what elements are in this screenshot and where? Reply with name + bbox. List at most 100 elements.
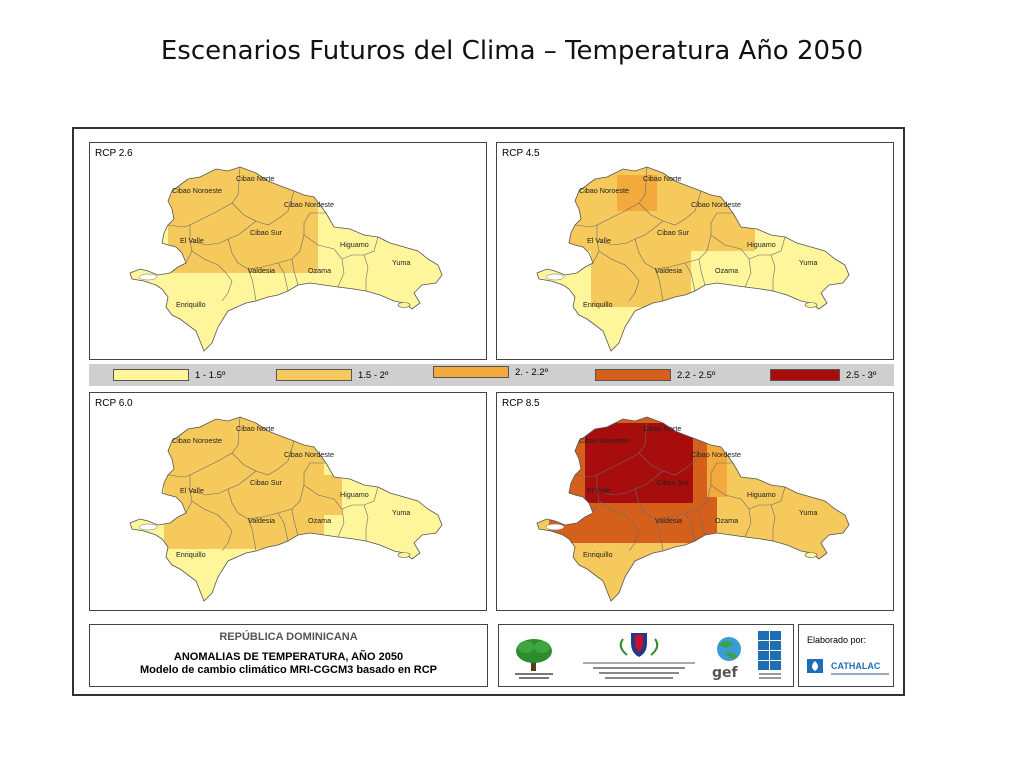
legend-swatch	[433, 366, 509, 378]
region-label-el-valle: El Valle	[180, 236, 204, 245]
legend-label: 2. - 2.2º	[515, 366, 549, 378]
made-by-label: Elaborado por:	[807, 635, 867, 645]
temperature-anomaly-area	[164, 417, 324, 549]
region-label-el-valle: El Valle	[587, 486, 611, 495]
region-label-cibao-nordeste: Cibao Nordeste	[691, 450, 741, 459]
region-label-cibao-norte: Cibao Norte	[236, 424, 274, 433]
region-label-cibao-noroeste: Cibao Noroeste	[579, 186, 629, 195]
region-boundary	[654, 268, 664, 302]
credits-box: Elaborado por: CATHALAC	[798, 624, 894, 687]
region-boundary	[363, 254, 369, 291]
region-label-higuamo: Higuamo	[340, 240, 369, 249]
region-label-higuamo: Higuamo	[747, 240, 776, 249]
temperature-anomaly-area	[585, 423, 693, 503]
region-label-enriquillo: Enriquillo	[583, 550, 613, 559]
region-boundary	[684, 262, 696, 292]
temperature-legend: 1 - 1.5º 1.5 - 2º 2. - 2.2º 2.2 - 2.5º 2…	[89, 364, 894, 386]
region-label-cibao-noroeste: Cibao Noroeste	[172, 186, 222, 195]
region-boundary	[227, 462, 326, 520]
lake-enriquillo	[138, 273, 158, 281]
region-label-valdesia: Valdesia	[248, 516, 275, 525]
region-boundary	[654, 518, 664, 552]
lake-enriquillo	[545, 273, 565, 281]
legend-swatch	[770, 369, 840, 381]
region-label-cibao-sur: Cibao Sur	[657, 478, 690, 487]
region-label-cibao-sur: Cibao Sur	[657, 228, 690, 237]
tree-logo-icon	[515, 639, 553, 679]
panel-label: RCP 4.5	[502, 148, 540, 159]
region-label-ozama: Ozama	[715, 516, 738, 525]
island-outline	[536, 166, 850, 352]
region-boundary	[574, 224, 600, 264]
region-label-el-valle: El Valle	[180, 486, 204, 495]
region-label-enriquillo: Enriquillo	[176, 550, 206, 559]
region-boundary	[598, 250, 640, 302]
region-boundary	[291, 508, 299, 536]
region-label-el-valle: El Valle	[587, 236, 611, 245]
region-boundary	[303, 234, 345, 288]
region-boundary	[167, 224, 193, 264]
map-title: ANOMALIAS DE TEMPERATURA, AÑO 2050	[173, 651, 404, 663]
temperature-anomaly-area	[324, 475, 342, 515]
region-boundary	[363, 504, 369, 541]
region-label-yuma: Yuma	[392, 258, 410, 267]
legend-swatch	[276, 369, 352, 381]
region-boundary	[191, 500, 233, 552]
slide-title: Escenarios Futuros del Clima – Temperatu…	[160, 36, 864, 66]
map-panel-rcp26: Cibao Noroeste Cibao Norte Cibao Nordeste E…	[89, 142, 487, 360]
region-boundary	[231, 190, 295, 226]
region-boundary	[698, 508, 706, 536]
region-label-yuma: Yuma	[799, 508, 817, 517]
region-boundary	[231, 440, 295, 476]
region-boundary	[247, 518, 257, 552]
map-info-box: REPÚBLICA DOMINICANA ANOMALIAS DE TEMPER…	[89, 624, 488, 687]
lake-enriquillo	[545, 523, 565, 531]
region-label-cibao-noroeste: Cibao Noroeste	[579, 436, 629, 445]
region-boundary	[277, 512, 289, 542]
region-boundary	[638, 440, 702, 476]
region-boundary	[189, 166, 241, 226]
region-label-cibao-nordeste: Cibao Nordeste	[691, 200, 741, 209]
region-boundary	[277, 262, 289, 292]
legend-item-3: 2. - 2.2º	[433, 365, 548, 379]
region-label-cibao-norte: Cibao Norte	[643, 174, 681, 183]
region-label-enriquillo: Enriquillo	[176, 300, 206, 309]
region-label-higuamo: Higuamo	[747, 490, 776, 499]
panel-label: RCP 6.0	[95, 398, 133, 409]
region-label-cibao-sur: Cibao Sur	[250, 478, 283, 487]
saona-island	[804, 302, 818, 308]
legend-label: 1 - 1.5º	[195, 369, 226, 381]
saona-island	[397, 302, 411, 308]
region-boundary	[191, 250, 233, 302]
coat-of-arms-icon	[583, 633, 695, 679]
institution-logos: gef	[498, 624, 794, 687]
island-outline	[129, 416, 443, 602]
region-boundary	[303, 484, 345, 538]
region-boundary	[291, 258, 299, 286]
saona-island	[397, 552, 411, 558]
legend-swatch	[595, 369, 671, 381]
temperature-anomaly-area	[591, 251, 691, 307]
dominican-republic-map: Cibao Noroeste Cibao Norte Cibao Nordeste E…	[536, 416, 850, 602]
region-label-yuma: Yuma	[392, 508, 410, 517]
gef-label: gef	[712, 665, 739, 681]
region-boundary	[710, 484, 752, 538]
region-boundary	[684, 512, 696, 542]
country-name: REPÚBLICA DOMINICANA	[219, 631, 358, 643]
temperature-anomaly-area	[707, 427, 727, 497]
panel-label: RCP 2.6	[95, 148, 133, 159]
region-boundary	[598, 500, 640, 552]
undp-logo-icon	[758, 631, 781, 679]
map-panel-rcp85: Cibao Noroeste Cibao Norte Cibao Nordeste E…	[496, 392, 894, 611]
region-label-yuma: Yuma	[799, 258, 817, 267]
region-boundary	[189, 416, 241, 476]
gef-logo: gef	[712, 637, 741, 681]
legend-item-1: 1 - 1.5º	[113, 368, 225, 382]
island-outline	[536, 416, 850, 602]
region-label-ozama: Ozama	[308, 516, 331, 525]
region-boundary	[638, 190, 702, 226]
dominican-republic-map: Cibao Noroeste Cibao Norte Cibao Nordeste E…	[129, 416, 443, 602]
cathalac-label: CATHALAC	[831, 661, 881, 671]
region-boundary	[596, 416, 648, 476]
region-label-enriquillo: Enriquillo	[583, 300, 613, 309]
